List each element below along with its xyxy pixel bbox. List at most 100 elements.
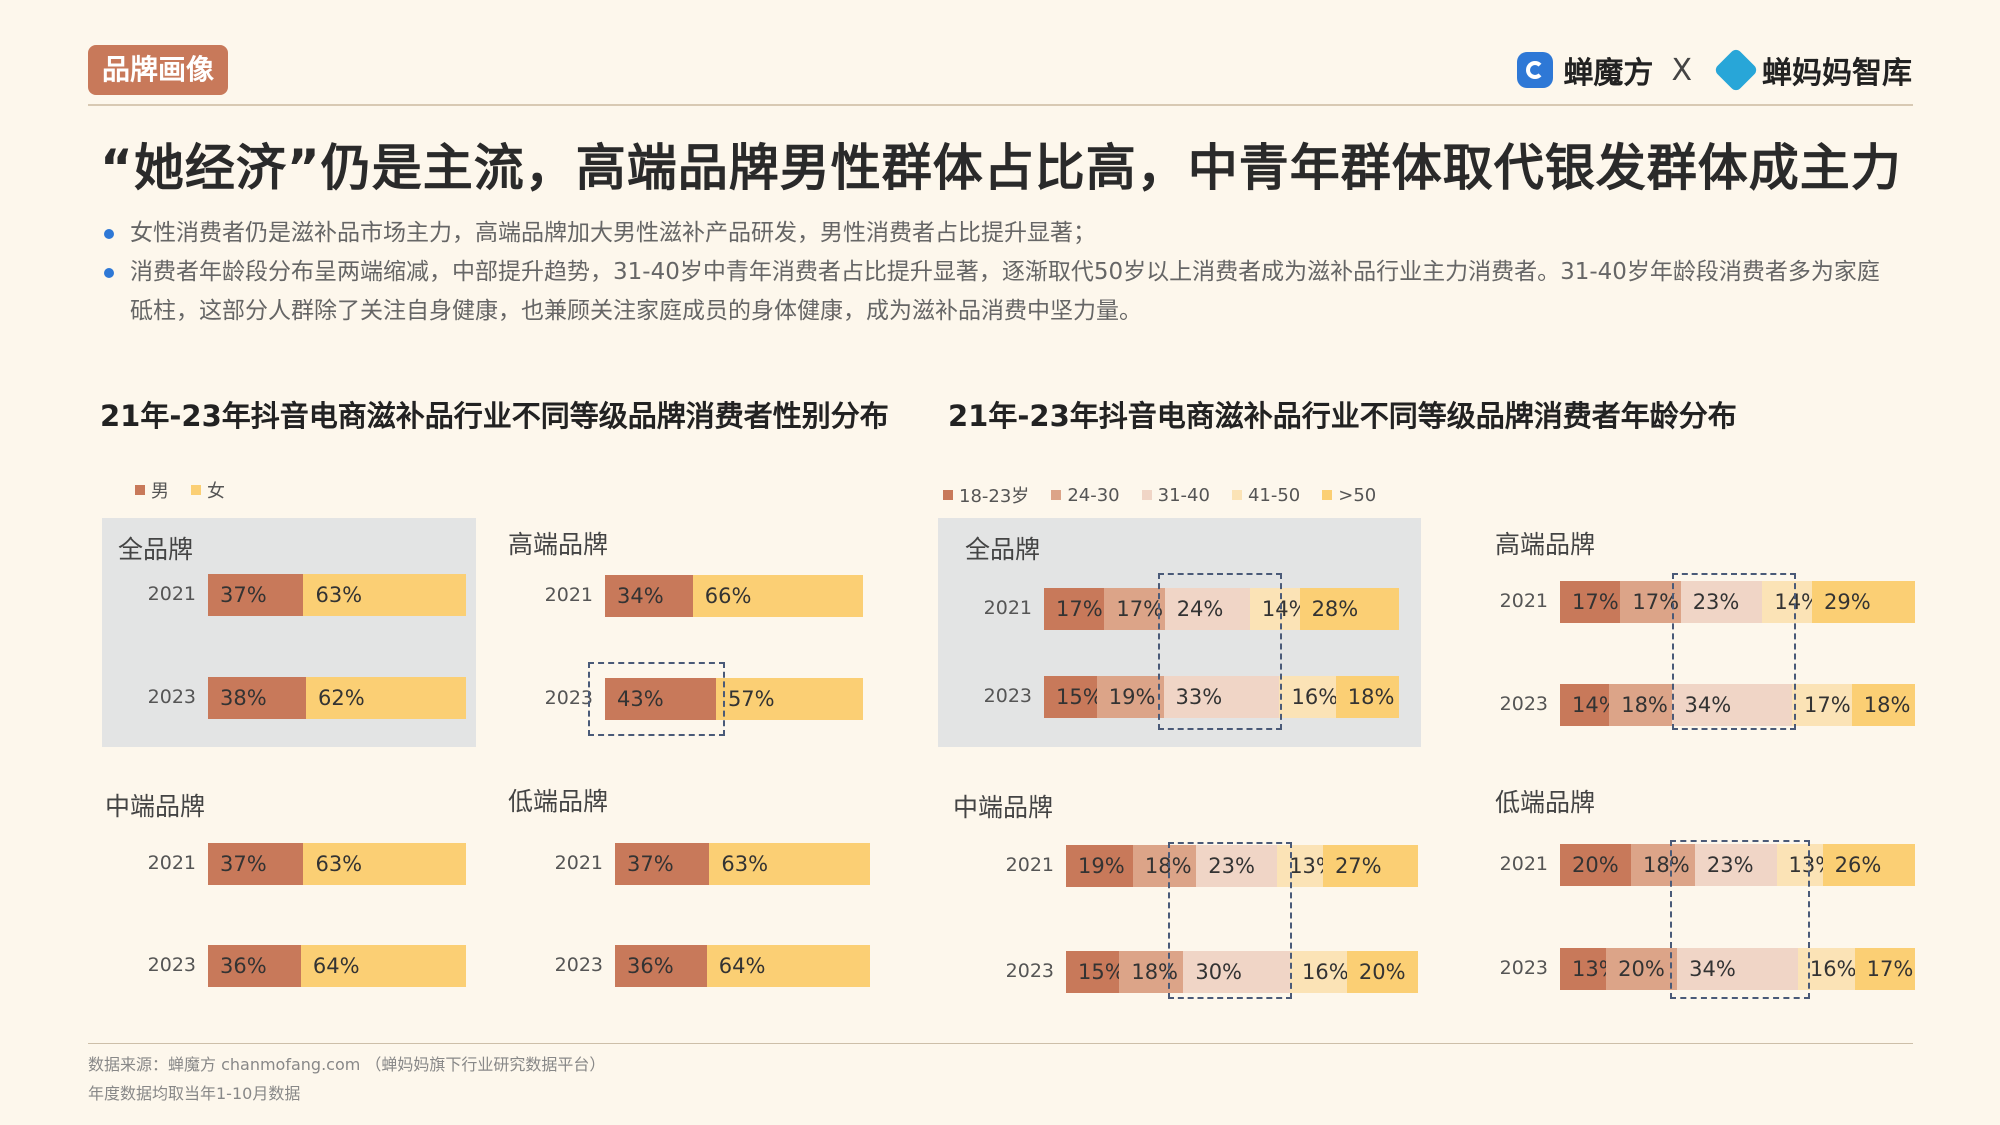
legend-label: 18-23岁 [959, 486, 1030, 507]
legend-swatch [1141, 490, 1152, 500]
highlight-box-age-high [1672, 573, 1796, 730]
legend-swatch [191, 485, 201, 495]
legend-item: 女 [191, 477, 225, 503]
bar-segment: 36% [615, 945, 707, 987]
footer: 数据来源：蝉魔方 chanmofang.com （蝉妈妈旗下行业研究数据平台） … [88, 1050, 605, 1108]
bar-segment: 16% [1279, 676, 1338, 718]
group-label: 中端品牌 [105, 792, 206, 821]
year-label: 2021 [147, 852, 196, 874]
stacked-bar: 36% 64% [208, 945, 466, 987]
bar-segment: 18% [1851, 684, 1915, 726]
group-label: 全品牌 [965, 535, 1041, 564]
stacked-bar: 20% 18% 23% 13% 26% [1560, 844, 1915, 886]
legend-item: 24-30 [1051, 484, 1120, 506]
group-label: 高端品牌 [508, 530, 609, 559]
legend-swatch [1051, 490, 1062, 500]
bar-segment: 36% [208, 945, 301, 987]
year-label: 2023 [554, 954, 603, 976]
chanmofang-logo-icon [1517, 52, 1554, 88]
year-label: 2023 [1499, 693, 1548, 715]
gender-chart-title: 21年-23年抖音电商滋补品行业不同等级品牌消费者性别分布 [100, 399, 889, 433]
year-label: 2023 [1005, 960, 1054, 982]
bar-segment: 17% [1854, 948, 1915, 990]
highlight-box-gender-high [588, 662, 725, 736]
legend-item: 31-40 [1141, 484, 1210, 506]
stacked-bar: 37% 63% [208, 574, 466, 616]
stacked-bar: 17% 17% 23% 14% 29% [1560, 581, 1915, 623]
group-label: 中端品牌 [953, 793, 1054, 822]
chanmama-logo-icon [1713, 47, 1759, 93]
bar-segment: 43% [605, 678, 716, 720]
bar-segment: 18% [1609, 684, 1673, 726]
bar-segment: 63% [709, 843, 870, 885]
year-label: 2021 [544, 584, 593, 606]
bar-segment: 18% [1335, 676, 1399, 718]
bar-segment: 17% [1620, 581, 1681, 623]
bar-segment: 20% [1606, 948, 1678, 990]
bar-segment: 64% [300, 945, 466, 987]
highlight-box-age-low [1670, 840, 1810, 999]
legend-item: >50 [1322, 485, 1376, 506]
legend-item: 41-50 [1231, 485, 1300, 506]
highlight-box-age-mid [1168, 842, 1292, 999]
year-label: 2023 [1499, 957, 1548, 979]
bar-segment: 18% [1631, 844, 1695, 886]
bar-segment: 24% [1164, 588, 1250, 630]
bar-segment: 15% [1044, 676, 1103, 718]
group-label: 高端品牌 [1495, 530, 1596, 559]
bar-segment: 23% [1680, 581, 1763, 623]
group-label: 低端品牌 [508, 787, 609, 816]
legend-label: 男 [151, 481, 169, 502]
bar-segment: 19% [1096, 676, 1164, 718]
section-tag: 品牌画像 [88, 45, 228, 95]
bar-segment: 23% [1196, 845, 1278, 887]
bar-segment: 16% [1797, 948, 1857, 990]
header-divider [88, 104, 1913, 106]
stacked-bar: 14% 18% 34% 17% 18% [1560, 684, 1915, 726]
page-title: “她经济”仍是主流，高端品牌男性群体占比高，中青年群体取代银发群体成主力 [100, 139, 1902, 197]
bar-segment: 37% [208, 843, 304, 885]
year-label: 2023 [147, 954, 196, 976]
bar-segment: 16% [1289, 951, 1349, 993]
bar-segment: 14% [1560, 684, 1619, 726]
stacked-bar: 37% 63% [615, 843, 870, 885]
brand-separator: X [1671, 52, 1692, 88]
summary-bullets: 女性消费者仍是滋补品市场主力，高端品牌加大男性滋补产品研发，男性消费者占比提升显… [100, 214, 1900, 331]
bar-segment: 28% [1299, 588, 1399, 630]
year-label: 2023 [983, 685, 1032, 707]
bar-segment: 19% [1066, 845, 1133, 887]
stacked-bar: 19% 18% 23% 13% 27% [1066, 845, 1418, 887]
stacked-bar: 15% 18% 30% 16% 20% [1066, 951, 1418, 993]
bar-segment: 17% [1791, 684, 1852, 726]
bar-segment: 38% [208, 677, 307, 719]
bar-segment: 18% [1119, 951, 1184, 993]
bar-segment: 13% [1560, 948, 1619, 990]
age-legend: 18-23岁 24-30 31-40 41-50 >50 [943, 482, 1376, 508]
bar-segment: 62% [306, 677, 466, 719]
gender-legend: 男女 [135, 477, 225, 503]
bar-segment: 27% [1322, 845, 1418, 887]
bar-segment: 34% [1672, 684, 1792, 726]
bar-segment: 63% [303, 574, 466, 616]
brand-name-1: 蝉魔方 [1563, 56, 1654, 91]
highlight-box-age-all [1158, 573, 1282, 730]
bar-segment: 63% [303, 843, 466, 885]
year-label: 2021 [1499, 853, 1548, 875]
bar-segment: 33% [1163, 676, 1280, 718]
stacked-bar: 38% 62% [208, 677, 466, 719]
brand-name-2: 蝉妈妈智库 [1762, 56, 1912, 91]
stacked-bar: 34% 66% [605, 575, 863, 617]
legend-item: 男 [135, 477, 169, 503]
bar-segment: 14% [1249, 588, 1309, 630]
legend-item: 18-23岁 [943, 482, 1029, 508]
bar-segment: 64% [706, 945, 870, 987]
stacked-bar: 13% 20% 34% 16% 17% [1560, 948, 1915, 990]
legend-label: 31-40 [1157, 484, 1210, 506]
legend-label: 24-30 [1067, 484, 1120, 506]
brand-logos: 蝉魔方 X 蝉妈妈智库 [1517, 47, 1912, 93]
year-label: 2021 [983, 597, 1032, 619]
stacked-bar: 17% 17% 24% 14% 28% [1044, 588, 1399, 630]
bar-segment: 15% [1066, 951, 1125, 993]
group-label: 低端品牌 [1495, 788, 1596, 817]
legend-swatch [1231, 490, 1242, 500]
